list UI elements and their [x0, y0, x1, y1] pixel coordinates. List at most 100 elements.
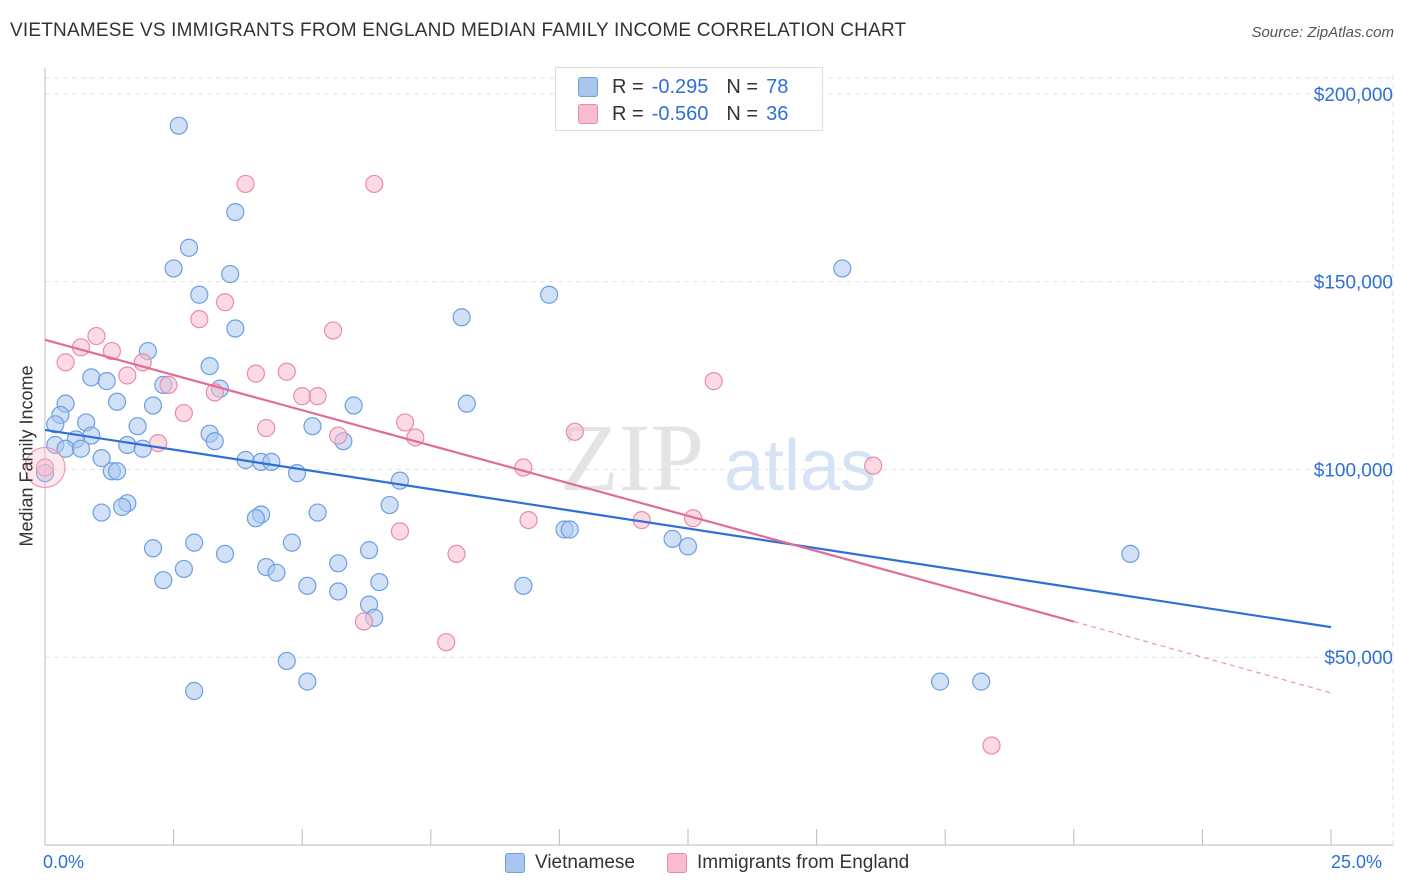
y-tick-label: $50,000 — [1324, 648, 1393, 669]
point-vietnamese — [303, 417, 322, 436]
point-vietnamese — [226, 319, 245, 338]
point-vietnamese — [185, 681, 204, 701]
point-vietnamese — [128, 417, 147, 436]
points-layer — [24, 116, 1140, 755]
grid-layer — [45, 75, 1394, 845]
point-vietnamese — [344, 396, 363, 415]
point-england — [159, 375, 178, 394]
point-vietnamese — [833, 259, 852, 278]
legend-n-value: 78 — [766, 75, 789, 98]
point-england — [354, 612, 374, 631]
trendline-england-extension — [1073, 620, 1332, 694]
point-england — [87, 326, 106, 346]
point-vietnamese — [190, 285, 209, 304]
legend-swatch-england — [578, 104, 598, 124]
point-vietnamese — [298, 576, 317, 595]
legend-r-label: R = — [612, 102, 644, 125]
point-vietnamese — [92, 449, 111, 468]
point-vietnamese — [452, 308, 471, 327]
point-england — [365, 174, 384, 194]
point-vietnamese — [71, 439, 91, 458]
bottom-legend-vietnamese: Vietnamese — [505, 852, 635, 874]
y-tick-label: $100,000 — [1314, 460, 1393, 481]
trendline-vietnamese — [44, 428, 1332, 629]
point-vietnamese — [457, 394, 476, 413]
point-vietnamese — [185, 533, 204, 552]
legend-box: R = -0.295 N = 78 R = -0.560 N = 36 — [555, 67, 823, 131]
point-vietnamese — [143, 396, 163, 415]
point-england-large — [24, 447, 66, 489]
point-vietnamese — [930, 672, 950, 691]
bottom-legend-swatch-vietnamese — [505, 853, 525, 873]
legend-r-value: -0.560 — [651, 102, 709, 125]
point-vietnamese — [200, 356, 219, 376]
point-vietnamese — [1121, 544, 1140, 564]
legend-n-value: 36 — [766, 102, 789, 125]
point-england — [308, 387, 327, 406]
x-tick-label-min: 0.0% — [43, 852, 85, 872]
point-england — [174, 403, 193, 423]
watermark-atlas: atlas — [724, 426, 876, 506]
point-vietnamese — [82, 368, 101, 387]
bottom-legend-label: Immigrants from England — [697, 852, 910, 873]
point-vietnamese — [267, 563, 286, 582]
point-vietnamese — [107, 392, 127, 411]
point-vietnamese — [359, 541, 379, 560]
bottom-legend-swatch-england — [667, 853, 687, 873]
point-vietnamese — [246, 509, 266, 528]
point-vietnamese — [118, 435, 137, 455]
point-vietnamese — [329, 582, 348, 601]
point-vietnamese — [678, 537, 698, 556]
bottom-legend: Vietnamese Immigrants from England — [505, 852, 941, 874]
y-tick-label: $150,000 — [1314, 273, 1393, 294]
point-vietnamese — [133, 439, 152, 458]
point-england — [257, 418, 276, 438]
point-england — [395, 413, 415, 432]
point-vietnamese — [164, 259, 183, 278]
point-england — [982, 736, 1001, 755]
x-tick-label-max: 25.0% — [1331, 852, 1383, 872]
point-england — [390, 522, 410, 541]
chart-title: VIETNAMESE VS IMMIGRANTS FROM ENGLAND ME… — [10, 20, 907, 41]
watermark-zip: ZIP — [560, 404, 704, 511]
point-vietnamese — [179, 238, 199, 257]
point-vietnamese — [46, 415, 65, 434]
point-england — [565, 422, 584, 441]
point-vietnamese — [370, 572, 389, 592]
axis-layer — [44, 68, 1393, 846]
legend-swatch-vietnamese — [578, 77, 598, 97]
legend-n-label: N = — [726, 102, 759, 125]
point-england — [236, 174, 255, 194]
point-england — [519, 510, 538, 530]
point-england — [118, 366, 137, 385]
legend-r-value: -0.295 — [651, 75, 709, 98]
bottom-legend-england: Immigrants from England — [667, 852, 909, 874]
point-vietnamese — [154, 571, 173, 590]
point-vietnamese — [97, 372, 116, 391]
point-vietnamese — [329, 554, 348, 573]
point-england — [102, 341, 121, 361]
y-tick-label: $200,000 — [1314, 85, 1393, 106]
point-vietnamese — [221, 264, 240, 284]
point-england — [56, 353, 75, 372]
point-vietnamese — [113, 497, 132, 517]
point-vietnamese — [262, 452, 281, 471]
point-vietnamese — [514, 576, 533, 595]
point-england — [277, 362, 296, 381]
point-england — [447, 544, 466, 564]
point-vietnamese — [215, 544, 235, 564]
point-vietnamese — [298, 672, 317, 691]
bottom-legend-label: Vietnamese — [535, 852, 635, 873]
y-tick-labels: $50,000 $100,000 $150,000 $200,000 — [1314, 85, 1393, 669]
point-vietnamese — [282, 533, 302, 552]
point-vietnamese — [663, 529, 682, 548]
point-england — [246, 364, 266, 383]
point-england — [215, 293, 235, 312]
point-vietnamese — [174, 559, 193, 579]
point-england — [35, 458, 55, 477]
y-axis-label: Median Family Income — [16, 365, 37, 547]
point-vietnamese — [390, 471, 410, 490]
point-vietnamese — [92, 503, 111, 522]
point-england — [190, 310, 209, 329]
